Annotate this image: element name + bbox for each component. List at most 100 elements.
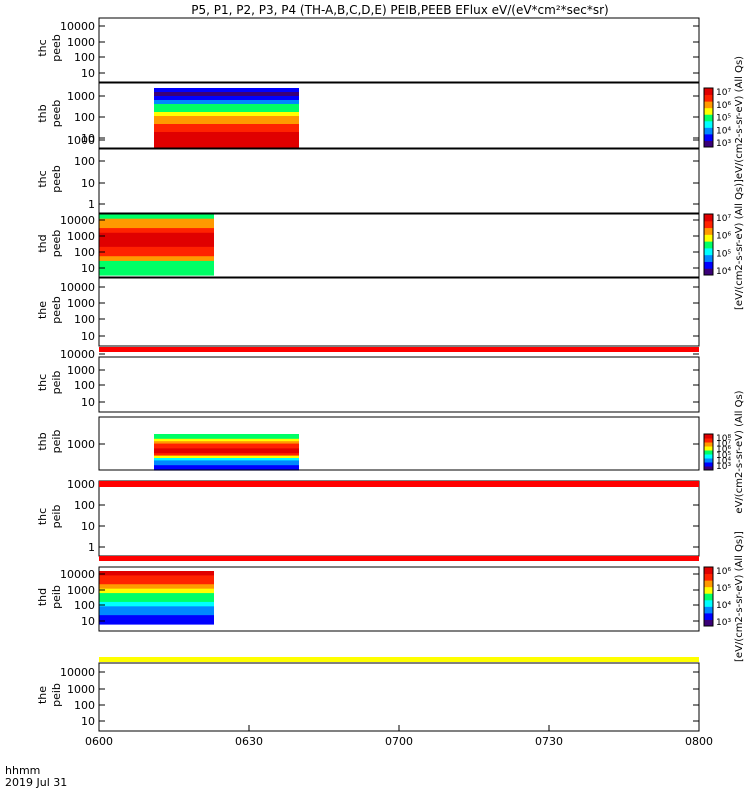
colorbar-label: 10⁵ [716, 451, 731, 461]
y-tick-label: 10 [81, 615, 95, 628]
spectrogram-cell [154, 140, 299, 145]
y-tick-label: 100 [74, 111, 95, 124]
spectrogram-cell [99, 242, 214, 248]
colorbar-label: 10⁶ [716, 101, 731, 111]
colorbar-label: 10⁴ [716, 126, 731, 136]
colorbar-label: 10⁴ [716, 601, 731, 611]
panel-label-probe: thc [36, 39, 49, 56]
x-tick-label: 0800 [685, 735, 713, 748]
y-tick-label: 1000 [67, 683, 95, 696]
y-tick-label: 10 [81, 715, 95, 728]
panel-frame [98, 277, 700, 347]
colorbar-frame [703, 213, 714, 276]
colorbar-cell [704, 261, 713, 269]
spectrogram-cell [154, 458, 299, 461]
y-tick-label: 100 [74, 499, 95, 512]
colorbar-label: 10³ [716, 139, 731, 149]
spectrogram-cell [99, 223, 214, 229]
colorbar-label: 10⁷ [716, 88, 731, 98]
y-tick-label: 1000 [67, 478, 95, 491]
spectrogram-cell [99, 237, 214, 243]
spectrogram-cell [99, 588, 214, 594]
colorbar-label: 10⁶ [716, 567, 731, 577]
spectrogram-cell [99, 246, 214, 253]
spectrogram-cell [99, 619, 214, 625]
y-tick-label: 100 [74, 379, 95, 392]
colorbar-label: 10⁶ [716, 232, 731, 242]
panel-label-probe: thb [36, 104, 49, 122]
y-tick-label: 100 [74, 155, 95, 168]
colorbar-label: 10⁵ [716, 249, 731, 259]
colorbar-unit: [eV/(cm2-s-sr-eV) (All Qs)] [734, 531, 745, 662]
colorbar-cell [704, 88, 713, 96]
spectrogram-cell [154, 462, 299, 466]
colorbar-frame [703, 87, 714, 148]
spectrogram-cell [154, 448, 299, 452]
spectrogram-cell [154, 136, 299, 141]
panel-frame [98, 566, 700, 632]
colorbar-label: 10³ [716, 618, 731, 628]
panel-label-probe: thc [36, 374, 49, 391]
spectrogram-cell [154, 124, 299, 129]
y-tick-label: 1000 [67, 36, 95, 49]
spectrogram-cell [99, 615, 214, 621]
panel-label-probe: thc [36, 170, 49, 187]
colorbar-cell [704, 114, 713, 122]
spectrogram-cell [99, 606, 214, 612]
spectrogram-cell [99, 575, 214, 581]
colorbar-cell [704, 466, 713, 471]
colorbar-cell [704, 94, 713, 102]
panel-frame [98, 213, 700, 278]
colorbar-cell [704, 438, 713, 443]
spectrogram-cell [99, 571, 214, 577]
colorbar-cell [704, 567, 713, 575]
colorbar-unit: [eV/(cm2-s-sr-eV) (All Qs)] [734, 179, 745, 310]
spectrogram-cell [99, 579, 214, 585]
colorbar-frame [703, 566, 714, 627]
spectrogram-cell [99, 260, 214, 267]
spectrogram-cell [99, 228, 214, 234]
spectrogram-cell [99, 270, 214, 276]
spectrogram-cell [99, 593, 214, 599]
colorbar-cell [704, 140, 713, 148]
data-gap-strip [99, 481, 699, 487]
y-tick-label: 1000 [67, 134, 95, 147]
y-tick-label: 10000 [60, 666, 95, 679]
colorbar-label: 10³ [716, 462, 731, 472]
spectrogram-cell [154, 436, 299, 440]
y-tick-label: 10000 [60, 281, 95, 294]
colorbar-cell [704, 247, 713, 256]
panel-frame [98, 662, 700, 732]
colorbar-frame [703, 433, 714, 471]
y-tick-label: 100 [74, 699, 95, 712]
colorbar-cell [704, 241, 713, 249]
spectrogram-cell [154, 132, 299, 137]
panel-frame [98, 148, 700, 214]
y-tick-label: 10000 [60, 568, 95, 581]
y-tick-label: 100 [74, 51, 95, 64]
panel-label-probe: thc [36, 508, 49, 525]
colorbar-cell [704, 220, 713, 229]
y-tick-label: 1000 [67, 438, 95, 451]
spectrogram-cell [154, 434, 299, 437]
y-tick-label: 10000 [60, 20, 95, 33]
panel-label-instrument: peeb [50, 230, 63, 258]
colorbar-cell [704, 234, 713, 242]
panel-label-instrument: peib [50, 430, 63, 454]
spectrogram-cell [154, 438, 299, 442]
y-tick-label: 100 [74, 599, 95, 612]
colorbar-cell [704, 450, 713, 455]
spectrogram-cell [154, 88, 299, 93]
colorbar-label: 10⁸ [716, 434, 731, 444]
colorbar-cell [704, 599, 713, 607]
colorbar-cell [704, 586, 713, 594]
spectrogram-cell [99, 214, 214, 220]
colorbar-label: 10⁷ [716, 214, 731, 224]
y-tick-label: 10000 [60, 348, 95, 361]
colorbar-cell [704, 612, 713, 620]
spectrogram-cell [154, 465, 299, 469]
colorbar-unit: eV/(cm2-s-sr-eV) (All Qs) [734, 390, 745, 513]
colorbar-label: 10⁴ [716, 456, 731, 466]
x-tick-label: 0700 [385, 735, 413, 748]
spectrogram-cell [154, 104, 299, 109]
